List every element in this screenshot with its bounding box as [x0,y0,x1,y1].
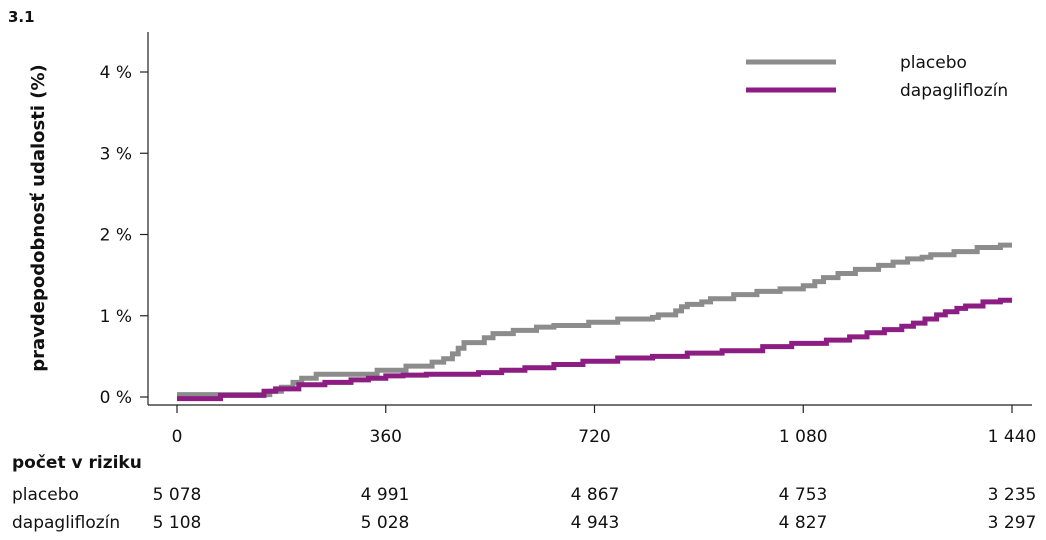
risk-value: 3 297 [987,513,1037,533]
legend-label-dapagliflozin: dapagliflozín [900,81,1008,101]
y-tick-label: 4 % [100,63,132,83]
risk-row-label: placebo [12,485,79,505]
risk-value: 4 827 [778,513,828,533]
risk-value: 4 991 [360,485,410,505]
risk-value: 4 867 [570,485,620,505]
risk-row-label: dapagliflozín [12,513,121,533]
x-tick-label: 0 [172,427,183,447]
kaplan-meier-chart: 0 % 1 % 2 % 3 % 4 % 0 360 720 1 080 1 440 placebo… [28,32,1037,447]
x-tick-label: 360 [370,427,402,447]
risk-value: 4 753 [778,485,828,505]
y-tick-label: 3 % [100,144,132,164]
risk-value: 4 943 [570,513,620,533]
y-tick-label: 2 % [100,226,132,246]
y-tick-label: 1 % [100,307,132,327]
series-layer [177,242,1012,402]
chart-legend: placebo dapagliflozín [746,53,1008,101]
figure-label: 3.1 [8,8,35,26]
y-axis-label: pravdepodobnosť udalosti (%) [28,64,49,372]
series-line-placebo [177,242,1012,398]
risk-value: 3 235 [987,485,1037,505]
legend-label-placebo: placebo [900,53,967,73]
y-tick-label: 0 % [100,388,132,408]
risk-value: 5 028 [360,513,410,533]
x-tick-label: 720 [578,427,610,447]
risk-value: 5 108 [152,513,202,533]
chart-axes: 0 % 1 % 2 % 3 % 4 % 0 360 720 1 080 1 440 [100,32,1037,447]
risk-table-title: počet v riziku [12,453,142,473]
series-line-dapagliflozin [177,297,1012,402]
x-tick-label: 1 440 [988,427,1037,447]
x-tick-label: 1 080 [779,427,828,447]
risk-value: 5 078 [152,485,202,505]
